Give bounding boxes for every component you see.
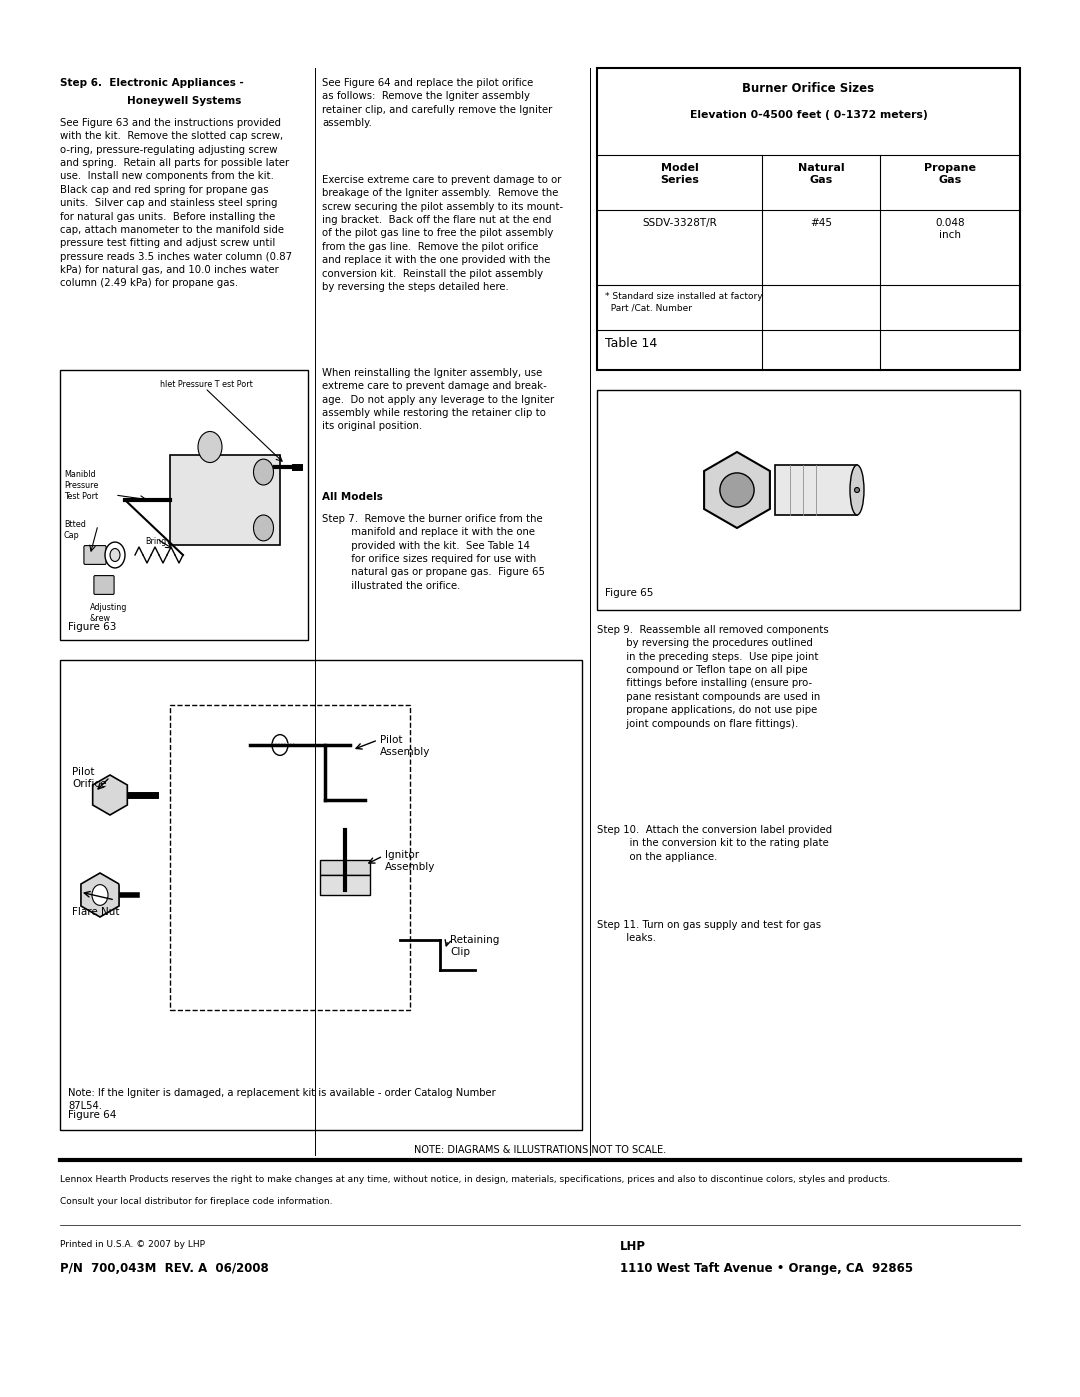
Text: See Figure 63 and the instructions provided
with the kit.  Remove the slotted ca: See Figure 63 and the instructions provi…: [60, 117, 292, 288]
Ellipse shape: [720, 474, 754, 507]
Ellipse shape: [850, 465, 864, 515]
Text: Bring: Bring: [145, 536, 166, 546]
Circle shape: [254, 515, 273, 541]
Text: 0.048
inch: 0.048 inch: [935, 218, 966, 240]
Text: Honeywell Systems: Honeywell Systems: [126, 96, 241, 106]
Text: SSDV-3328T/R: SSDV-3328T/R: [643, 218, 717, 228]
Text: Retaining
Clip: Retaining Clip: [450, 935, 499, 957]
Text: Adjusting
&rew: Adjusting &rew: [90, 604, 127, 623]
FancyBboxPatch shape: [94, 576, 114, 594]
Circle shape: [110, 549, 120, 562]
FancyBboxPatch shape: [170, 455, 280, 545]
FancyBboxPatch shape: [60, 659, 582, 1130]
FancyBboxPatch shape: [320, 861, 370, 875]
Ellipse shape: [854, 488, 860, 493]
Text: Step 9.  Reassemble all removed components
         by reversing the procedures : Step 9. Reassemble all removed component…: [597, 624, 828, 728]
FancyBboxPatch shape: [84, 546, 106, 564]
Text: Step 6.  Electronic Appliances -: Step 6. Electronic Appliances -: [60, 78, 244, 88]
Text: Pilot
Assembly: Pilot Assembly: [380, 735, 430, 757]
FancyBboxPatch shape: [775, 465, 858, 515]
Text: All Models: All Models: [322, 492, 383, 502]
Circle shape: [272, 735, 288, 756]
Text: Figure 65: Figure 65: [605, 588, 653, 598]
Text: See Figure 64 and replace the pilot orifice
as follows:  Remove the Igniter asse: See Figure 64 and replace the pilot orif…: [322, 78, 552, 129]
Text: Exercise extreme care to prevent damage to or
breakage of the Igniter assembly. : Exercise extreme care to prevent damage …: [322, 175, 563, 292]
FancyBboxPatch shape: [597, 390, 1020, 610]
Text: hlet Pressure T est Port: hlet Pressure T est Port: [160, 380, 253, 388]
FancyBboxPatch shape: [597, 68, 1020, 370]
Text: Figure 63: Figure 63: [68, 622, 117, 631]
Text: Step 10.  Attach the conversion label provided
          in the conversion kit t: Step 10. Attach the conversion label pro…: [597, 826, 832, 862]
Text: Ignitor
Assembly: Ignitor Assembly: [384, 849, 435, 872]
Text: Manibld
Pressure
Test Port: Manibld Pressure Test Port: [64, 469, 98, 502]
Text: Btted
Cap: Btted Cap: [64, 520, 86, 541]
Text: Flare Nut: Flare Nut: [72, 907, 120, 916]
Circle shape: [105, 542, 125, 569]
Polygon shape: [93, 775, 127, 814]
Text: Consult your local distributor for fireplace code information.: Consult your local distributor for firep…: [60, 1197, 333, 1206]
FancyBboxPatch shape: [60, 370, 308, 640]
Polygon shape: [81, 873, 119, 916]
Text: Lennox Hearth Products reserves the right to make changes at any time, without n: Lennox Hearth Products reserves the righ…: [60, 1175, 890, 1185]
Text: P/N  700,043M  REV. A  06/2008: P/N 700,043M REV. A 06/2008: [60, 1261, 269, 1275]
Text: NOTE: DIAGRAMS & ILLUSTRATIONS NOT TO SCALE.: NOTE: DIAGRAMS & ILLUSTRATIONS NOT TO SC…: [414, 1146, 666, 1155]
Text: #45: #45: [810, 218, 833, 228]
Text: Elevation 0-4500 feet ( 0-1372 meters): Elevation 0-4500 feet ( 0-1372 meters): [690, 110, 928, 120]
Text: When reinstalling the Igniter assembly, use
extreme care to prevent damage and b: When reinstalling the Igniter assembly, …: [322, 367, 554, 432]
Text: Table 14: Table 14: [605, 337, 658, 351]
Circle shape: [254, 460, 273, 485]
Text: Natural
Gas: Natural Gas: [798, 163, 845, 184]
Text: Figure 64: Figure 64: [68, 1111, 117, 1120]
Polygon shape: [704, 453, 770, 528]
Text: Model
Series: Model Series: [660, 163, 699, 184]
Circle shape: [198, 432, 222, 462]
Text: LHP: LHP: [620, 1241, 646, 1253]
Text: Propane
Gas: Propane Gas: [924, 163, 976, 184]
Text: Pilot
Orifice: Pilot Orifice: [72, 767, 107, 789]
Text: * Standard size installed at factory
  Part /Cat. Number: * Standard size installed at factory Par…: [605, 292, 762, 312]
FancyBboxPatch shape: [320, 875, 370, 895]
Text: Printed in U.S.A. © 2007 by LHP: Printed in U.S.A. © 2007 by LHP: [60, 1241, 205, 1249]
Text: Step 7.  Remove the burner orifice from the
         manifold and replace it wit: Step 7. Remove the burner orifice from t…: [322, 514, 545, 591]
Text: Step 11. Turn on gas supply and test for gas
         leaks.: Step 11. Turn on gas supply and test for…: [597, 921, 821, 943]
Text: Burner Orifice Sizes: Burner Orifice Sizes: [742, 82, 875, 95]
Text: 1110 West Taft Avenue • Orange, CA  92865: 1110 West Taft Avenue • Orange, CA 92865: [620, 1261, 913, 1275]
Text: Note: If the Igniter is damaged, a replacement kit is available - order Catalog : Note: If the Igniter is damaged, a repla…: [68, 1088, 496, 1111]
Circle shape: [92, 884, 108, 905]
